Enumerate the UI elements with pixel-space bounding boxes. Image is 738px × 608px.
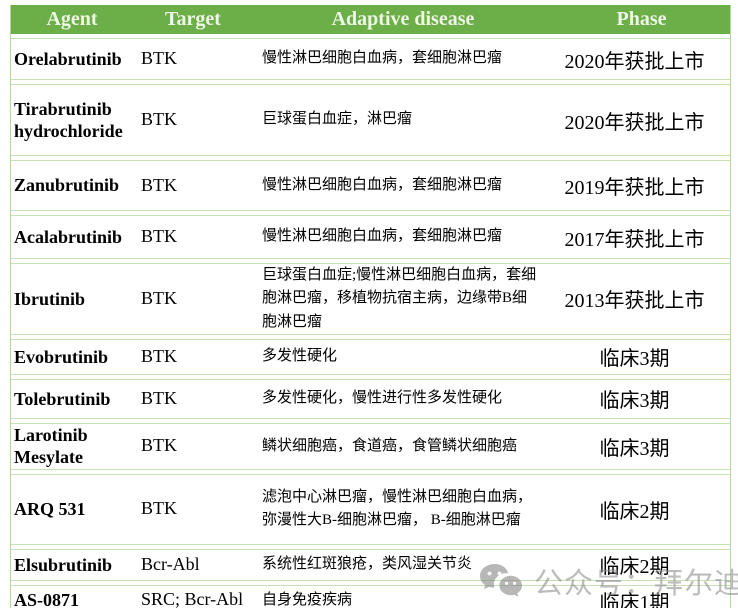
target-cell: BTK [141,345,177,366]
disease-cell: 巨球蛋白血症;慢性淋巴细胞白血病，套细胞淋巴瘤，移植物抗宿主病，边缘带B细胞淋巴… [262,267,537,330]
disease-cell: 自身免疫疾病 [262,591,353,608]
disease-cell: 巨球蛋白血症，淋巴瘤 [262,111,413,128]
phase-cell: 临床3期 [599,390,670,413]
agent-cell: Elsubrutinib [14,554,113,575]
agent-cell: Larotinib Mesylate [14,424,88,468]
disease-cell: 滤泡中心淋巴瘤，慢性淋巴细胞白血病，弥漫性大B-细胞淋巴瘤， B-细胞淋巴瘤 [262,489,533,529]
disease-cell: 鳞状细胞癌，食道癌，食管鳞状细胞癌 [262,437,518,454]
table-row: Larotinib Mesylate BTK 鳞状细胞癌，食道癌，食管鳞状细胞癌 临床… [11,422,730,470]
table-row: Ibrutinib BTK 巨球蛋白血症;慢性淋巴细胞白血病，套细胞淋巴瘤，移植物抗… [11,263,730,335]
disease-cell: 慢性淋巴细胞白血病，套细胞淋巴瘤 [262,50,503,67]
table-body: Orelabrutinib BTK 慢性淋巴细胞白血病，套细胞淋巴瘤 2020年获批上… [11,38,730,608]
drug-table: Agent Target Adaptive disease Phase Orel… [10,5,731,608]
phase-cell: 2013年获批上市 [564,290,705,313]
agent-cell: Evobrutinib [14,346,109,367]
phase-cell: 临床3期 [599,437,670,460]
agent-cell: Ibrutinib [14,288,86,309]
table-row: ARQ 531 BTK 滤泡中心淋巴瘤，慢性淋巴细胞白血病，弥漫性大B-细胞淋巴瘤，… [11,473,730,545]
phase-cell: 2019年获批上市 [564,177,705,199]
agent-cell: Zanubrutinib [14,175,120,196]
target-cell: BTK [141,288,177,309]
target-cell: BTK [141,387,177,408]
column-header-disease: Adaptive disease [331,8,475,30]
target-cell: BTK [141,109,177,130]
phase-cell: 2017年获批上市 [564,228,705,251]
phase-cell: 临床1期 [599,591,670,608]
table-row: Acalabrutinib BTK 慢性淋巴细胞白血病，套细胞淋巴瘤 2017年获批上… [11,215,730,259]
phase-cell: 临床3期 [599,348,670,371]
target-cell: Bcr-Abl [141,553,200,574]
target-cell: BTK [141,226,177,247]
table-row: Tirabrutinib hydrochloride BTK 巨球蛋白血症，淋巴瘤 2… [11,84,730,156]
table-row: Elsubrutinib Bcr-Abl 系统性红斑狼疮，类风湿关节炎 临床2期 [11,548,730,581]
table-header: Agent Target Adaptive disease Phase [11,5,730,34]
phase-cell: 2020年获批上市 [564,50,705,73]
disease-cell: 慢性淋巴细胞白血病，套细胞淋巴瘤 [262,228,503,245]
target-cell: BTK [141,498,177,519]
disease-cell: 慢性淋巴细胞白血病，套细胞淋巴瘤 [262,176,503,193]
agent-cell: ARQ 531 [14,499,86,519]
table-row: Evobrutinib BTK 多发性硬化 临床3期 [11,338,730,375]
agent-cell: Tirabrutinib hydrochloride [14,98,123,142]
target-cell: BTK [141,174,177,195]
target-cell: BTK [141,48,177,69]
column-header-target: Target [165,8,221,30]
disease-cell: 多发性硬化，慢性进行性多发性硬化 [262,390,503,407]
target-cell: SRC; Bcr-Abl [141,589,244,608]
agent-cell: Acalabrutinib [14,226,123,247]
target-cell: BTK [141,435,177,456]
column-header-agent: Agent [46,8,98,30]
agent-cell: Orelabrutinib [14,48,122,69]
table-row: Zanubrutinib BTK 慢性淋巴细胞白血病，套细胞淋巴瘤 2019年获批上市 [11,160,730,211]
table-row: Tolebrutinib BTK 多发性硬化，慢性进行性多发性硬化 临床3期 [11,378,730,419]
agent-cell: Tolebrutinib [14,388,111,409]
disease-cell: 多发性硬化 [262,348,338,365]
phase-cell: 2020年获批上市 [564,111,705,134]
phase-cell: 临床2期 [599,556,670,579]
table-row: AS-0871 SRC; Bcr-Abl 自身免疫疾病 临床1期 [11,584,730,608]
column-header-phase: Phase [616,8,667,30]
phase-cell: 临床2期 [599,500,670,523]
table-row: Orelabrutinib BTK 慢性淋巴细胞白血病，套细胞淋巴瘤 2020年获批上… [11,38,730,80]
disease-cell: 系统性红斑狼疮，类风湿关节炎 [262,556,473,573]
agent-cell: AS-0871 [14,590,80,608]
